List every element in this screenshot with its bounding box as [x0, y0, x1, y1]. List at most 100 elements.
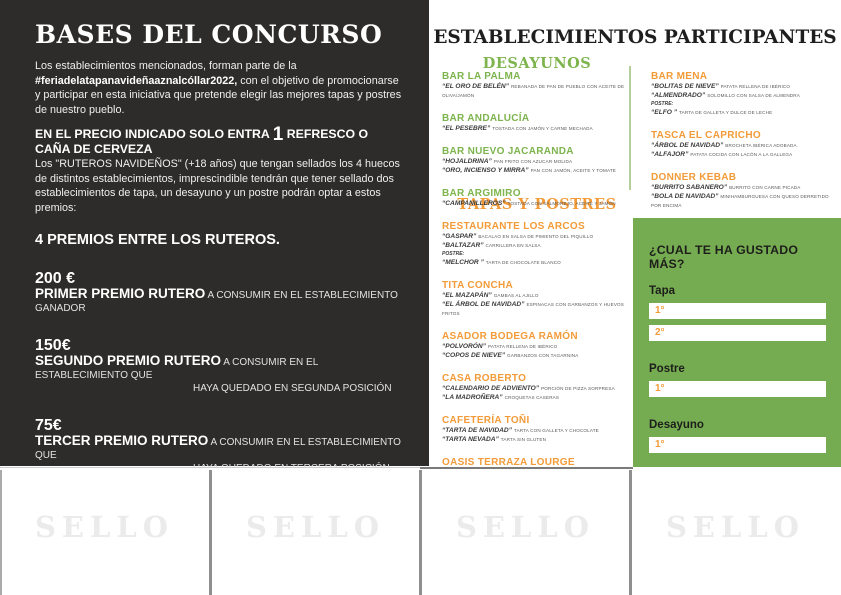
strip-top-line-light — [0, 467, 420, 468]
dish-description: GARBANZOS CON TAGARNINA — [507, 353, 579, 358]
dish-name: “EL PESEBRE” — [442, 125, 491, 132]
establishment-name: CAFETERÍA TOÑI — [442, 415, 530, 426]
establishment-name: DONNER KEBAB — [651, 172, 737, 183]
prize-description-line: SEGUNDO PREMIO RUTERO A CONSUMIR EN EL E… — [35, 354, 403, 395]
dish-list: “EL ORO DE BELÉN” REBANADA DE PAN DE PUEB… — [442, 83, 634, 101]
establishment-name: TITA CONCHA — [442, 280, 514, 291]
sello-watermark: SELLO — [455, 510, 596, 544]
sello-box-1: SELLO — [0, 467, 209, 595]
prize-item: 150€ SEGUNDO PREMIO RUTERO A CONSUMIR EN… — [35, 338, 403, 395]
dish: “EL ÁRBOL DE NAVIDAD” ESPINACAS CON GARBA… — [442, 301, 634, 319]
establishments-title: ESTABLECIMIENTOS PARTICIPANTES — [433, 27, 837, 48]
establishment-name: BAR LA PALMA — [442, 71, 521, 82]
intro-paragraph: Los establecimientos mencionados, forman… — [35, 59, 403, 117]
dish-description: PATATA RELLENA DE IBÉRICO — [487, 344, 558, 349]
strip-left-edge — [0, 470, 2, 595]
dish: “HOJALDRINA” PAN FRITO CON AZUCAR MOLIDA — [442, 158, 634, 167]
dish-name: “ALMENDRADO” — [651, 92, 706, 99]
stamp-divider — [629, 470, 632, 595]
dish: “TARTA NEVADA” TARTA SIN GLUTEN — [442, 436, 634, 445]
dish-list: “HOJALDRINA” PAN FRITO CON AZUCAR MOLIDA … — [442, 158, 634, 176]
big-one-number: 1 — [272, 124, 284, 145]
dish-name: “ORO, INCIENSO Y MIRRA” — [442, 167, 529, 174]
dish-name: “HOJALDRINA” — [442, 158, 492, 165]
establishment: BAR ARGIMIRO “CAMPANILLEROS” TOSTADA CON … — [442, 188, 634, 209]
price-rule-line: EN EL PRECIO INDICADO SOLO ENTRA 1 REFRE… — [35, 124, 403, 157]
prize-amount: 75€ — [35, 417, 62, 434]
dish: “CALENDARIO DE ADVIENTO” PORCIÓN DE PIZZA… — [442, 385, 634, 394]
dish: “EL MAZAPÁN” GAMBAS AL AJILLO — [442, 292, 634, 301]
stamp-strip: SELLO SELLO SELLO SELLO — [0, 467, 841, 595]
price-rule-before: EN EL PRECIO INDICADO SOLO ENTRA — [35, 127, 273, 141]
strip-top-line-dark — [420, 467, 633, 469]
dish-description: BROCHETA IBÉRICA ADOBADA — [725, 143, 797, 148]
establishment: BAR LA PALMA “EL ORO DE BELÉN” REBANADA D… — [442, 71, 634, 101]
dish-name: “POLVORÓN” — [442, 343, 486, 350]
prize-name: PRIMER PREMIO RUTERO — [35, 286, 206, 301]
dish: “EL PESEBRE” TOSTADA CON JAMÓN Y CARNE ME… — [442, 125, 634, 134]
dish-name: “BOLA DE NAVIDAD” — [651, 193, 719, 200]
dish-name: “BOLITAS DE NIEVE” — [651, 83, 719, 90]
column-divider — [629, 66, 631, 190]
contest-rules-panel: BASES DEL CONCURSO Los establecimientos … — [0, 0, 429, 594]
tapa-second-place-input[interactable]: 2° — [649, 325, 826, 341]
dish-name: “ÁRBOL DE NAVIDAD” — [651, 142, 724, 149]
hashtag: #feriadelatapanavideñaaznalcóllar2022, — [35, 74, 238, 87]
establishment: TITA CONCHA “EL MAZAPÁN” GAMBAS AL AJILLO… — [442, 280, 634, 319]
dish-name: “LA MADROÑERA” — [442, 394, 503, 401]
vote-panel: ¿CUAL TE HA GUSTADO MÁS? Tapa 1° 2° Post… — [633, 218, 841, 470]
dish: “MELCHOR ” TARTA DE CHOCOLATE BLANCO — [442, 259, 634, 268]
dish-list: “ÁRBOL DE NAVIDAD” BROCHETA IBÉRICA ADOBA… — [651, 142, 837, 160]
dish-description: TARTA SIN GLUTEN — [500, 437, 547, 442]
dish: “GASPAR” BACALAO EN SALSA DE PIMIENTO DEL… — [442, 233, 634, 242]
dish-description: TARTA DE CHOCOLATE BLANCO — [485, 260, 561, 265]
dish: POSTRE: — [442, 251, 634, 259]
dish: “BALTAZAR” CARRILLERA EN SALSA — [442, 242, 634, 251]
dish-name: “BALTAZAR” — [442, 242, 484, 249]
establishment-name: BAR MENA — [651, 71, 708, 82]
dish-description: TOSTADA CON JAMÓN Y CARNE MECHADA — [492, 126, 593, 131]
dish-category-label: POSTRE: — [442, 251, 465, 257]
establishment: ASADOR BODEGA RAMÓN “POLVORÓN” PATATA REL… — [442, 331, 634, 361]
establishment: BAR NUEVO JACARANDA “HOJALDRINA” PAN FRIT… — [442, 146, 634, 176]
sello-watermark: SELLO — [34, 510, 175, 544]
dish-list: “POLVORÓN” PATATA RELLENA DE IBÉRICO “COP… — [442, 343, 634, 361]
postre-first-place-input[interactable]: 1° — [649, 381, 826, 397]
dish: “ÁRBOL DE NAVIDAD” BROCHETA IBÉRICA ADOBA… — [651, 142, 837, 151]
prize-item: 200 € PRIMER PREMIO RUTERO A CONSUMIR EN… — [35, 271, 403, 315]
establishment-name: BAR ARGIMIRO — [442, 188, 521, 199]
dish: “TARTA DE NAVIDAD” TARTA CON GALLETA Y CH… — [442, 427, 634, 436]
contest-title: BASES DEL CONCURSO — [35, 20, 383, 49]
dish-name: “TARTA NEVADA” — [442, 436, 499, 443]
dish-description: PAN CON JAMÓN, ACEITE Y TOMATE — [530, 168, 617, 173]
dish: “BOLA DE NAVIDAD” MINIHAMBURGUESA CON QUE… — [651, 193, 837, 211]
prizes-heading: 4 PREMIOS ENTRE LOS RUTEROS. — [35, 232, 280, 248]
dish-name: “GASPAR” — [442, 233, 477, 240]
establishment-name: CASA ROBERTO — [442, 373, 527, 384]
dish-list: “BURRITO SABANERO” BURRITO CON CARNE PICA… — [651, 184, 837, 211]
desayuno-first-place-input[interactable]: 1° — [649, 437, 826, 453]
prize-name: TERCER PREMIO RUTERO — [35, 433, 209, 448]
tapa-first-place-input[interactable]: 1° — [649, 303, 826, 319]
dish-list: “EL MAZAPÁN” GAMBAS AL AJILLO “EL ÁRBOL D… — [442, 292, 634, 319]
establishment-list-desayunos: BAR LA PALMA “EL ORO DE BELÉN” REBANADA D… — [442, 71, 634, 221]
dish-name: “EL ORO DE BELÉN” — [442, 83, 509, 90]
dish-description: CROQUETAS CASERAS — [504, 395, 560, 400]
dish-list: “EL PESEBRE” TOSTADA CON JAMÓN Y CARNE ME… — [442, 125, 634, 134]
sello-box-2: SELLO — [211, 467, 420, 595]
dish-description: PORCIÓN DE PIZZA SORPRESA — [541, 386, 615, 391]
dish-name: “CALENDARIO DE ADVIENTO” — [442, 385, 540, 392]
dish-list: “TARTA DE NAVIDAD” TARTA CON GALLETA Y CH… — [442, 427, 634, 445]
prize-desc-line2: HAYA QUEDADO EN SEGUNDA POSICIÓN — [193, 383, 392, 394]
establishment: TASCA EL CAPRICHO “ÁRBOL DE NAVIDAD” BROC… — [651, 130, 837, 160]
sello-box-4: SELLO — [631, 467, 840, 595]
dish: “BURRITO SABANERO” BURRITO CON CARNE PICA… — [651, 184, 837, 193]
vote-panel-title: ¿CUAL TE HA GUSTADO MÁS? — [649, 243, 799, 271]
dish-description: TOSTADA CON SALMOREJO, ACEITE Y JAMÓN — [507, 201, 616, 206]
establishment-name: RESTAURANTE LOS ARCOS — [442, 221, 585, 232]
dish-description: MINIHAMBURGUESA CON QUESO DERRETIDO POR … — [651, 194, 829, 208]
establishment-list-right-column: BAR MENA “BOLITAS DE NIEVE” PATATA RELLEN… — [651, 71, 837, 223]
dish-list: “CALENDARIO DE ADVIENTO” PORCIÓN DE PIZZA… — [442, 385, 634, 403]
establishment: RESTAURANTE LOS ARCOS “GASPAR” BACALAO EN… — [442, 221, 634, 268]
dish-description: SOLOMILLO CON SALSA DE ALMENDRA — [707, 93, 800, 98]
